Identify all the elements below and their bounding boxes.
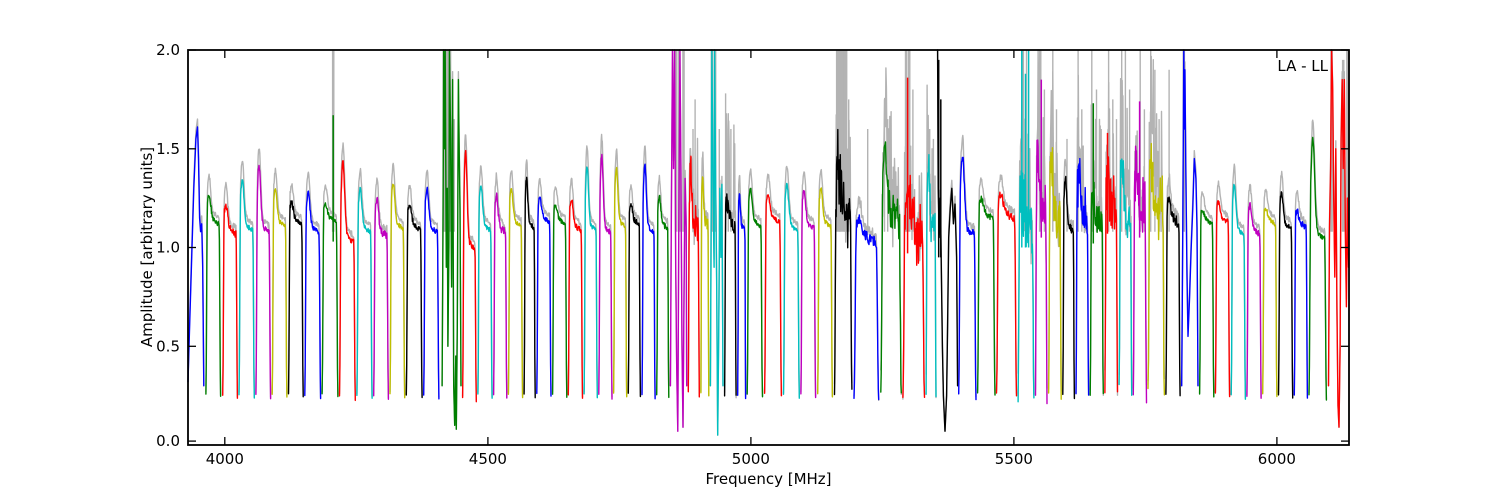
- y-tick-label: 0.5: [156, 337, 180, 355]
- y-tick-label: 0.0: [156, 432, 180, 450]
- x-axis-label: Frequency [MHz]: [705, 470, 832, 488]
- y-tick-label: 1.5: [156, 140, 180, 158]
- x-tick-label: 6000: [1258, 450, 1296, 468]
- x-tick-label: 5500: [995, 450, 1033, 468]
- x-tick-label: 4500: [469, 450, 507, 468]
- plot-annotation: LA - LL: [1277, 57, 1328, 75]
- x-tick-label: 4000: [206, 450, 244, 468]
- x-tick-label: 5000: [732, 450, 770, 468]
- y-tick-label: 2.0: [156, 41, 180, 59]
- y-tick-label: 1.0: [156, 239, 180, 257]
- y-axis-label: Amplitude [arbitrary units]: [138, 146, 156, 348]
